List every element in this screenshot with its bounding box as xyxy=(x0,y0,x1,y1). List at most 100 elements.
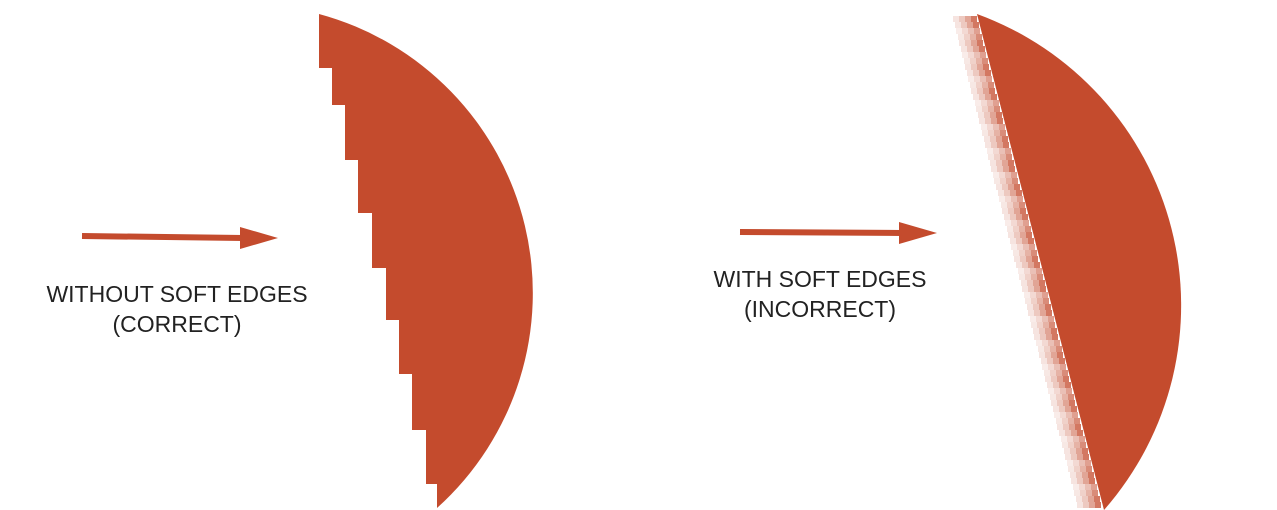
soft-edge-pixel xyxy=(996,184,1002,190)
soft-edge-pixel xyxy=(961,46,967,52)
soft-edge-pixel xyxy=(1057,400,1063,406)
soft-edge-pixel xyxy=(971,88,977,94)
soft-edge-pixel xyxy=(1060,364,1066,370)
soft-edge-pixel xyxy=(1033,304,1039,310)
soft-edge-pixel xyxy=(999,124,1005,130)
soft-edge-pixel xyxy=(1057,424,1063,430)
soft-edge-pixel xyxy=(1030,268,1036,274)
soft-edge-pixel xyxy=(1074,490,1080,496)
soft-edge-pixel xyxy=(1091,484,1097,490)
soft-edge-pixel xyxy=(988,106,994,112)
soft-edge-pixel xyxy=(983,88,989,94)
soft-edge-pixel xyxy=(1025,274,1031,280)
soft-edge-pixel xyxy=(1028,262,1034,268)
soft-edge-pixel xyxy=(1019,226,1025,232)
soft-edge-pixel xyxy=(977,40,983,46)
soft-edge-pixel xyxy=(1054,340,1060,346)
soft-edge-pixel xyxy=(1095,502,1101,508)
soft-edge-pixel xyxy=(979,70,985,76)
soft-edge-pixel xyxy=(1080,442,1086,448)
soft-edge-pixel xyxy=(976,82,982,88)
soft-edge-pixel xyxy=(1085,460,1091,466)
soft-edge-pixel xyxy=(977,88,983,94)
soft-edge-pixel xyxy=(1086,466,1092,472)
soft-edge-pixel xyxy=(1051,352,1057,358)
soft-edge-pixel xyxy=(994,106,1000,112)
soft-edge-pixel xyxy=(1072,412,1078,418)
soft-edge-pixel xyxy=(1043,322,1049,328)
soft-edge-pixel xyxy=(999,172,1005,178)
soft-edge-pixel xyxy=(979,94,985,100)
soft-edge-pixel xyxy=(1050,370,1056,376)
soft-edge-pixel xyxy=(1089,478,1095,484)
soft-edge-pixel xyxy=(1027,280,1033,286)
soft-edge-pixel xyxy=(1026,256,1032,262)
soft-edge-pixel xyxy=(967,46,973,52)
soft-edge-pixel xyxy=(1045,304,1051,310)
soft-edge-pixel xyxy=(1077,478,1083,484)
soft-edge-pixel xyxy=(993,100,999,106)
left-caption-line2: (CORRECT) xyxy=(112,311,242,337)
soft-edge-pixel xyxy=(1062,394,1068,400)
soft-edge-pixel xyxy=(1059,382,1065,388)
soft-edge-pixel xyxy=(1068,466,1074,472)
soft-edge-pixel xyxy=(1065,454,1071,460)
soft-edge-pixel xyxy=(1023,244,1029,250)
soft-edge-pixel xyxy=(999,148,1005,154)
soft-edge-pixel xyxy=(988,130,994,136)
soft-edge-pixel xyxy=(1028,238,1034,244)
soft-edge-pixel xyxy=(984,136,990,142)
soft-edge-pixel xyxy=(1053,406,1059,412)
soft-edge-pixel xyxy=(1077,454,1083,460)
soft-edge-pixel xyxy=(1079,484,1085,490)
soft-edge-pixel xyxy=(1069,424,1075,430)
soft-edge-pixel xyxy=(1053,358,1059,364)
hard-edge-disc-shape xyxy=(319,14,533,508)
soft-edge-pixel xyxy=(1016,238,1022,244)
soft-edge-pixel xyxy=(1005,220,1011,226)
soft-edge-pixel xyxy=(985,118,991,124)
soft-edge-disc-shape xyxy=(977,14,1182,510)
soft-edge-pixel xyxy=(996,112,1002,118)
soft-edge-pixel xyxy=(964,58,970,64)
soft-edge-pixel xyxy=(988,82,994,88)
soft-edge-pixel xyxy=(1017,244,1023,250)
soft-edge-pixel xyxy=(1048,316,1054,322)
soft-edge-pixel xyxy=(1079,460,1085,466)
soft-edge-pixel xyxy=(1065,406,1071,412)
soft-edge-pixel xyxy=(1068,418,1074,424)
soft-edge-pixel xyxy=(1011,196,1017,202)
soft-edge-pixel xyxy=(1077,430,1083,436)
soft-edge-pixel xyxy=(991,142,997,148)
soft-edge-pixel xyxy=(1089,502,1095,508)
soft-edge-pixel xyxy=(1054,412,1060,418)
soft-edge-pixel xyxy=(981,124,987,130)
soft-edge-pixel xyxy=(1022,214,1028,220)
soft-edge-pixel xyxy=(1083,478,1089,484)
soft-edge-pixel xyxy=(986,76,992,82)
soft-edge-pixel xyxy=(1048,364,1054,370)
soft-edge-pixel xyxy=(1065,430,1071,436)
soft-edge-pixel xyxy=(1034,310,1040,316)
soft-edge-pixel xyxy=(1082,496,1088,502)
soft-edge-pixel xyxy=(975,100,981,106)
soft-edge-pixel xyxy=(1016,214,1022,220)
soft-edge-pixel xyxy=(1074,418,1080,424)
soft-edge-pixel xyxy=(970,58,976,64)
soft-edge-pixel xyxy=(961,22,967,28)
soft-edge-pixel xyxy=(968,28,974,34)
soft-edge-pixel xyxy=(1051,328,1057,334)
soft-edge-pixel xyxy=(997,142,1003,148)
soft-edge-pixel xyxy=(970,82,976,88)
soft-edge-pixel xyxy=(1037,274,1043,280)
soft-edge-pixel xyxy=(1027,304,1033,310)
soft-edge-pixel xyxy=(1047,382,1053,388)
soft-edge-pixel xyxy=(1005,196,1011,202)
soft-edge-pixel xyxy=(978,112,984,118)
soft-edge-pixel xyxy=(973,94,979,100)
soft-edge-pixel xyxy=(970,34,976,40)
soft-edge-pixel xyxy=(1003,166,1009,172)
soft-edge-pixel xyxy=(1077,502,1083,508)
soft-edge-pixel xyxy=(1063,424,1069,430)
soft-edge-pixel xyxy=(984,112,990,118)
